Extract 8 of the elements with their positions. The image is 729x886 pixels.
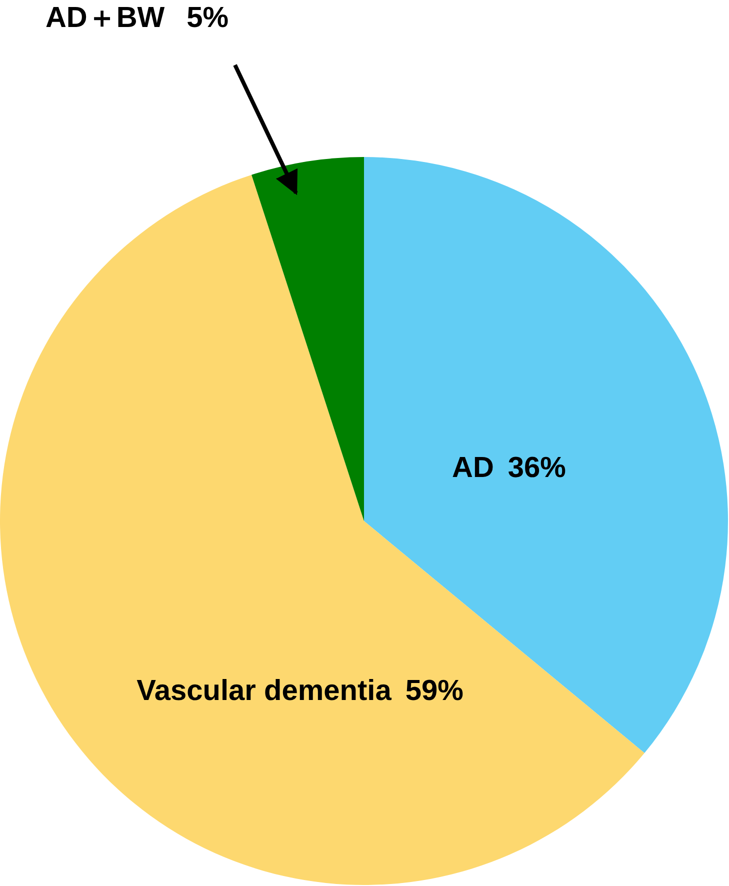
data-label: 5% bbox=[186, 2, 229, 34]
data-label: 59% bbox=[405, 675, 464, 707]
slice-label: AD＋BW bbox=[45, 2, 166, 34]
pie-slice bbox=[0, 174, 644, 885]
data-label: 36% bbox=[508, 452, 566, 484]
slice-label: AD bbox=[452, 452, 494, 484]
slice-label: Vascular dementia bbox=[136, 675, 392, 707]
pie-slice bbox=[252, 157, 364, 521]
